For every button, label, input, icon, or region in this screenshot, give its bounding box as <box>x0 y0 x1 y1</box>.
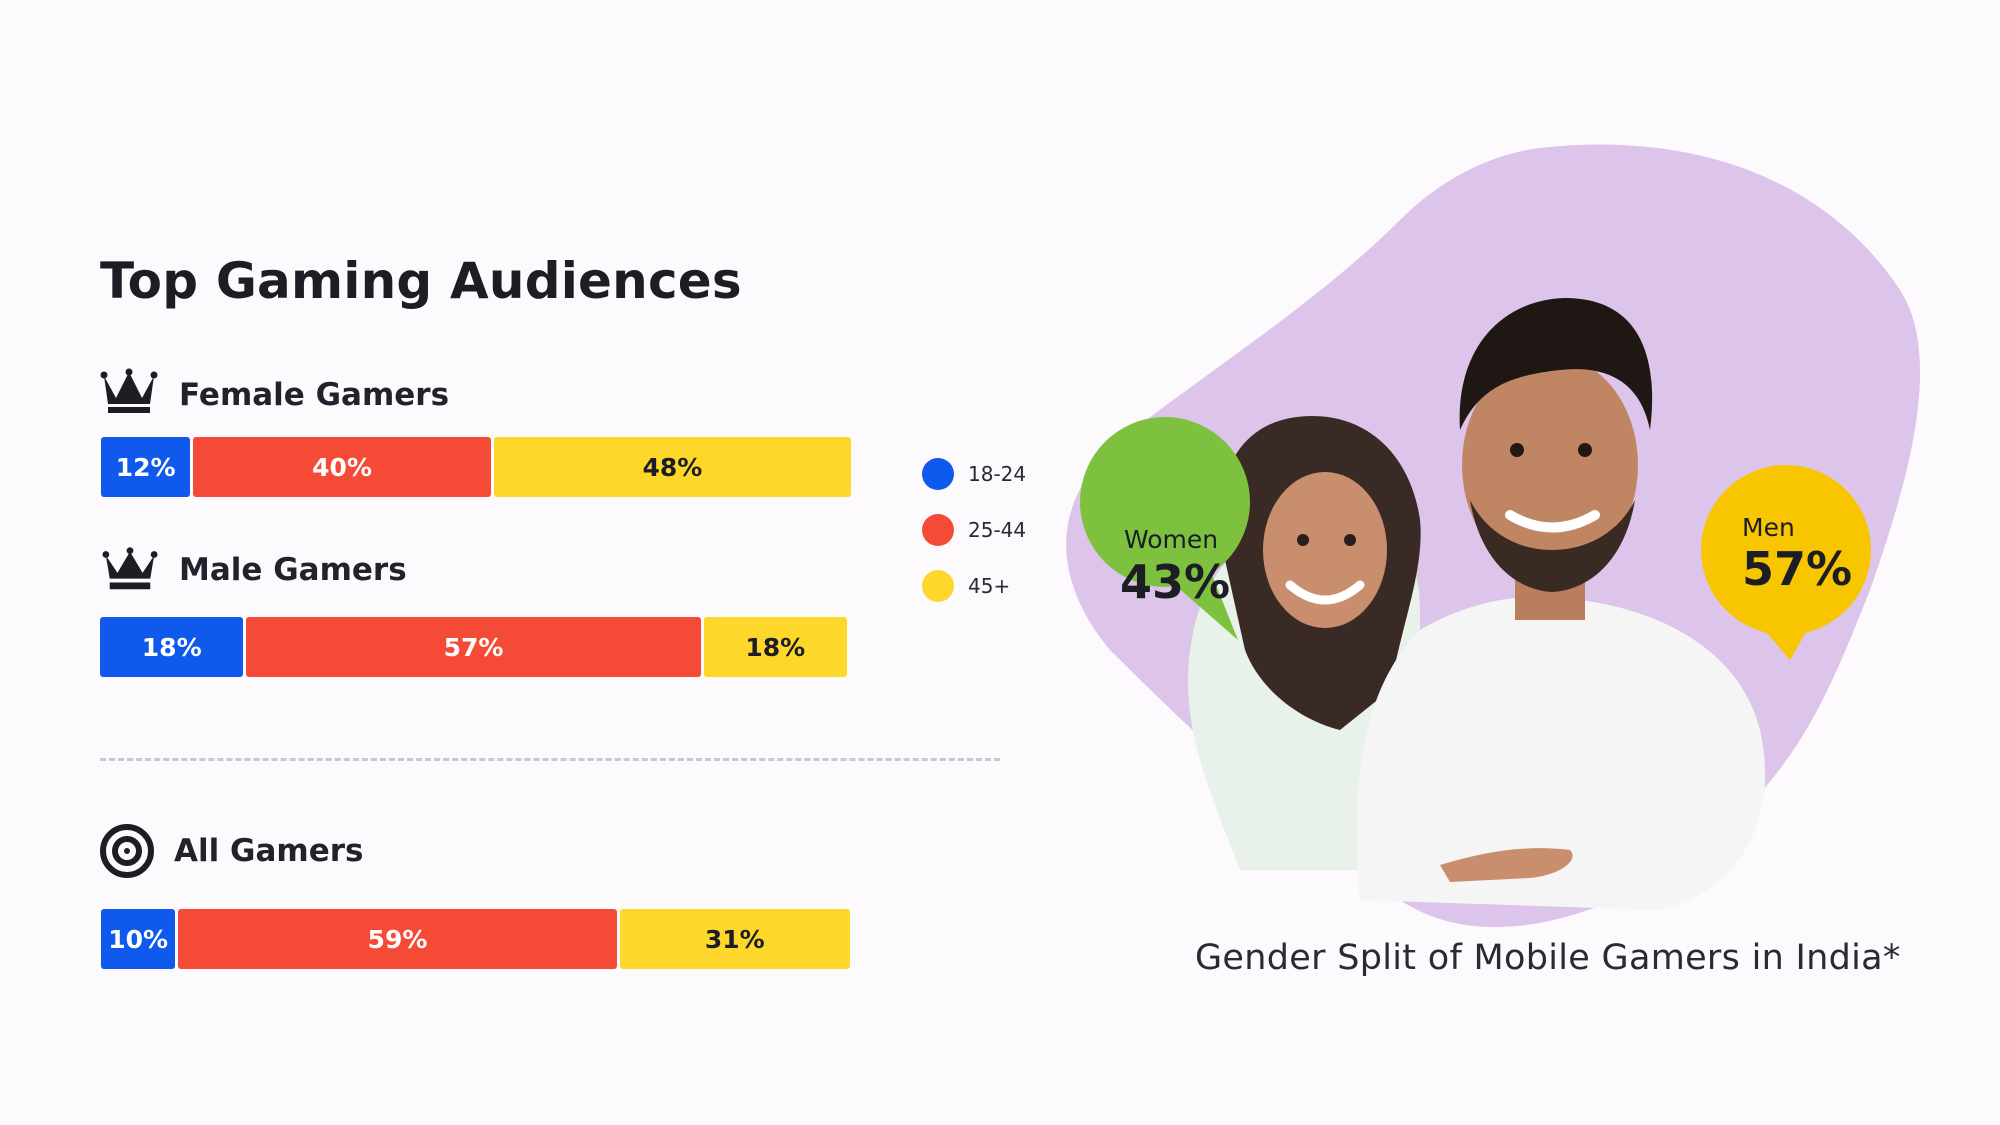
crown-icon <box>102 547 158 590</box>
bar-segment-seg-25-44: 59% <box>178 909 617 969</box>
gender-split-caption: Gender Split of Mobile Gamers in India* <box>1195 938 1901 978</box>
bar-male-gamers: 18% 57% 18% <box>100 617 847 677</box>
men-value: 57% <box>1742 542 1852 596</box>
bar-segment-seg-18-24: 18% <box>100 617 244 677</box>
women-bubble: Women 43% <box>1080 417 1250 640</box>
group-label-female: Female Gamers <box>179 377 450 413</box>
bar-value-label: 12% <box>115 452 176 482</box>
bar-value-label: 10% <box>108 924 169 954</box>
men-label: Men <box>1742 513 1795 542</box>
bar-segment-seg-45-plus: 18% <box>703 617 847 677</box>
bar-value-label: 31% <box>704 924 765 954</box>
bar-female-gamers: 12% 40% 48% <box>101 437 851 497</box>
legend-item-45-plus: 45+ <box>922 558 1026 614</box>
section-divider <box>100 758 1000 761</box>
gender-split-illustration: Women 43% Men 57% <box>1066 144 1920 928</box>
legend-label: 18-24 <box>968 462 1027 486</box>
bar-value-label: 48% <box>642 452 703 482</box>
bar-segment-seg-18-24: 10% <box>101 909 176 969</box>
legend-item-18-24: 18-24 <box>922 446 1026 502</box>
legend-label: 25-44 <box>968 518 1027 542</box>
legend: 18-24 25-44 45+ <box>922 446 1026 614</box>
women-value: 43% <box>1120 555 1230 609</box>
bar-value-label: 57% <box>443 632 504 662</box>
legend-dot <box>922 514 954 546</box>
women-label: Women <box>1124 525 1218 554</box>
group-label-all: All Gamers <box>174 833 364 869</box>
bar-segment-seg-45-plus: 48% <box>493 437 851 497</box>
bar-segment-seg-25-44: 40% <box>193 437 491 497</box>
bar-all-gamers: 10% 59% 31% <box>101 909 850 969</box>
man-figure <box>1356 298 1766 910</box>
legend-dot <box>922 458 954 490</box>
legend-label: 45+ <box>968 574 1011 598</box>
bar-value-label: 18% <box>745 632 806 662</box>
crown-icon <box>100 368 158 413</box>
page-title: Top Gaming Audiences <box>100 252 742 310</box>
bar-value-label: 40% <box>312 452 372 482</box>
bar-value-label: 59% <box>367 924 428 954</box>
target-icon <box>100 824 154 878</box>
bar-value-label: 18% <box>141 632 202 662</box>
bar-segment-seg-45-plus: 31% <box>619 909 850 969</box>
legend-dot <box>922 570 954 602</box>
group-label-male: Male Gamers <box>179 552 407 588</box>
bar-segment-seg-25-44: 57% <box>246 617 701 677</box>
men-bubble: Men 57% <box>1701 465 1871 660</box>
legend-item-25-44: 25-44 <box>922 502 1026 558</box>
bar-segment-seg-18-24: 12% <box>101 437 191 497</box>
